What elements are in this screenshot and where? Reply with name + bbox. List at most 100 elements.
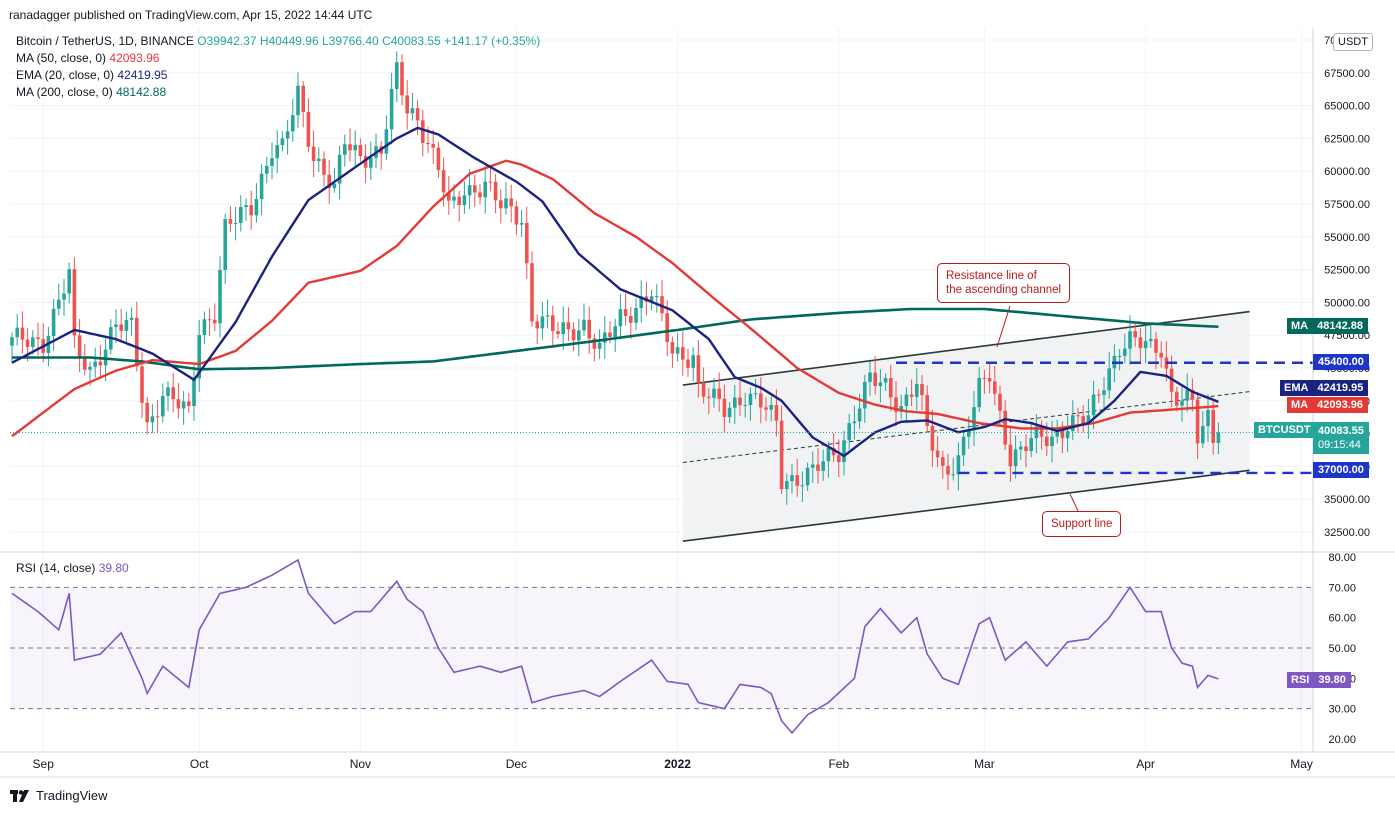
legend-ma50-row[interactable]: MA (50, close, 0) 42093.96 (16, 51, 159, 65)
legend-ema20-row[interactable]: EMA (20, close, 0) 42419.95 (16, 68, 167, 82)
legend-close: C40083.55 (382, 34, 441, 48)
candle-body (426, 142, 430, 145)
candle-body (577, 330, 581, 341)
candle-body (691, 355, 695, 368)
legend-open: O39942.37 (197, 34, 257, 48)
candle-body (441, 170, 446, 193)
candle-body (982, 377, 987, 379)
legend-rsi-label: RSI (14, close) (16, 561, 96, 575)
candle-body (31, 337, 35, 347)
candle-body (618, 309, 623, 327)
ema20-tag-key: EMA (1284, 382, 1309, 394)
candle-body (946, 465, 950, 475)
support-note[interactable]: Support line (1042, 511, 1122, 537)
candle-body (629, 316, 633, 323)
candle-body (686, 359, 690, 368)
candle-body (270, 158, 274, 166)
candle-body (889, 378, 893, 398)
candle-body (540, 316, 545, 329)
ema20-tag-value: 42419.95 (1317, 382, 1364, 394)
candle-body (639, 296, 643, 309)
time-tick-label: Dec (506, 757, 527, 771)
price-tick-label: 65000.00 (1324, 101, 1370, 113)
candle-body (795, 475, 799, 486)
legend-ema20-label: EMA (20, close, 0) (16, 68, 115, 82)
candle-body (129, 317, 134, 320)
candle-body (504, 198, 508, 209)
rsi-tick-label: 20.00 (1328, 734, 1356, 746)
candle-body (561, 322, 565, 335)
legend-change: +141.17 (+0.35%) (444, 34, 541, 48)
candle-body (1107, 368, 1111, 391)
legend-rsi-row[interactable]: RSI (14, close) 39.80 (16, 561, 129, 575)
candle-body (1091, 394, 1096, 416)
candle-body (821, 461, 825, 471)
candle-body (816, 464, 820, 471)
candle-body (337, 154, 342, 184)
candle-body (176, 399, 181, 409)
legend-symbol[interactable]: Bitcoin / TetherUS, 1D, BINANCE (16, 34, 194, 48)
candle-body (634, 308, 638, 323)
candle-body (187, 401, 191, 407)
candle-body (894, 397, 898, 412)
candle-body (993, 381, 997, 394)
price-tick-label: 32500.00 (1324, 527, 1370, 539)
candle-body (493, 181, 498, 201)
candle-body (863, 381, 867, 409)
candle-body (977, 377, 981, 408)
candle-body (883, 378, 888, 383)
legend-high: H40449.96 (259, 34, 319, 48)
candle-body (306, 111, 311, 147)
candle-body (265, 165, 269, 174)
legend-ma50-label: MA (50, close, 0) (16, 51, 107, 65)
candle-body (1117, 355, 1122, 357)
candle-body (790, 475, 794, 482)
ema20-tag: EMA 42419.95 (1280, 380, 1369, 396)
candle-body (1195, 399, 1200, 444)
candle-body (1175, 391, 1179, 406)
candle-body (67, 269, 71, 294)
resistance-note[interactable]: Resistance line of the ascending channel (937, 263, 1071, 303)
rsi-tick-label: 50.00 (1328, 643, 1356, 655)
resistance-note-pointer (996, 305, 1011, 348)
legend-ma200-row[interactable]: MA (200, close, 0) 48142.88 (16, 85, 166, 99)
level-37000-tag: 37000.00 (1313, 462, 1369, 478)
candle-body (712, 388, 716, 398)
ma200-tag-key: MA (1291, 320, 1309, 332)
candle-body (655, 296, 659, 298)
candle-body (478, 192, 482, 198)
candle-body (10, 337, 14, 346)
candle-body (873, 372, 877, 387)
candle-body (987, 378, 992, 382)
candle-body (140, 366, 144, 403)
candle-body (951, 474, 955, 476)
candle-body (909, 394, 914, 397)
candle-body (1039, 426, 1044, 437)
candle-body (145, 402, 149, 423)
candle-body (972, 407, 976, 431)
candle-body (857, 408, 862, 422)
candle-body (920, 383, 924, 396)
candle-body (192, 378, 196, 407)
candle-body (733, 397, 737, 408)
time-tick-label: Apr (1136, 757, 1155, 771)
candle-body (301, 85, 305, 112)
candle-body (1185, 389, 1189, 401)
tradingview-logo[interactable]: TradingView (10, 788, 108, 803)
candle-body (779, 420, 784, 490)
candle-body (88, 366, 92, 370)
candle-body (759, 393, 763, 408)
currency-button[interactable]: USDT (1333, 33, 1373, 51)
candle-body (1143, 341, 1148, 349)
candle-body (967, 430, 971, 437)
candle-body (322, 158, 326, 175)
candle-body (457, 196, 461, 205)
candle-body (332, 183, 337, 189)
candle-body (218, 270, 222, 324)
channel-fill (682, 311, 1250, 542)
candle-body (488, 181, 493, 183)
candle-body (592, 338, 597, 349)
candle-body (405, 95, 409, 114)
candle-body (681, 347, 685, 360)
